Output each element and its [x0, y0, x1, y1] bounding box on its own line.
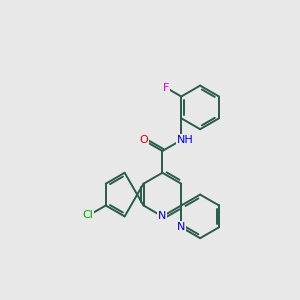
Text: O: O — [139, 135, 148, 145]
Text: N: N — [158, 212, 166, 221]
Text: F: F — [163, 83, 170, 93]
Text: Cl: Cl — [82, 210, 93, 220]
Text: N: N — [177, 222, 185, 232]
Text: NH: NH — [177, 135, 194, 145]
